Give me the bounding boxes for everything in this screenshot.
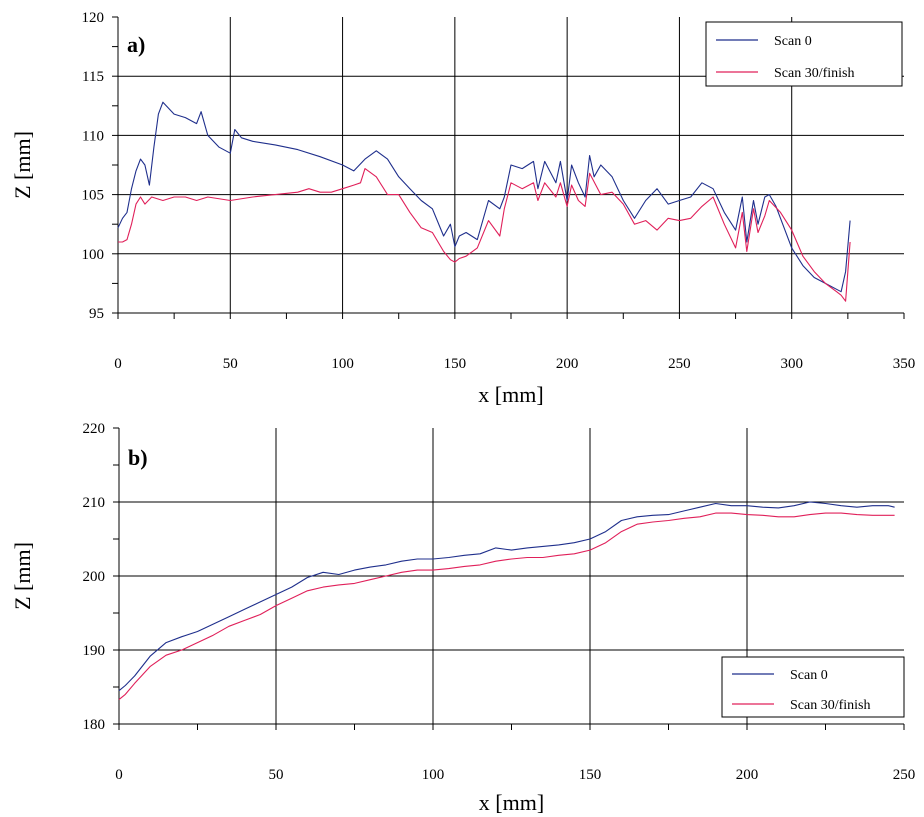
legend-box	[705, 21, 903, 87]
y-tick-label: 200	[83, 569, 106, 585]
legend-box	[721, 656, 905, 718]
x-tick-label: 100	[331, 356, 354, 372]
legend: Scan 0 Scan 30/finish	[721, 656, 905, 718]
y-tick-label: 105	[82, 188, 105, 204]
series-line-scan-30-finish	[118, 168, 851, 302]
x-tick-label: 200	[556, 356, 579, 372]
x-tick-label: 50	[269, 767, 284, 783]
legend-label: Scan 30/finish	[774, 66, 855, 81]
x-tick-label: 250	[668, 356, 691, 372]
y-tick-label: 190	[83, 643, 106, 659]
x-tick-label: 150	[444, 356, 467, 372]
y-tick-label: 180	[83, 717, 106, 733]
series-line-scan-30-finish	[118, 512, 895, 701]
y-tick-label: 115	[82, 69, 104, 85]
legend-label: Scan 30/finish	[790, 698, 871, 713]
panel-letter: a)	[127, 32, 145, 57]
y-axis-label: Z [mm]	[10, 542, 35, 610]
panel-a: 0 50 100 150 200 250 300 350 95 100 105 110 115 120 x …	[10, 10, 915, 407]
x-axis-label: x [mm]	[478, 382, 543, 407]
y-tick-label: 210	[83, 495, 106, 511]
legend: Scan 0 Scan 30/finish	[705, 21, 903, 87]
x-tick-label: 350	[893, 356, 916, 372]
x-tick-label: 0	[114, 356, 122, 372]
x-tick-label: 200	[736, 767, 759, 783]
y-tick-label: 120	[82, 10, 105, 26]
series-line-scan-0	[117, 101, 851, 293]
y-tick-label: 220	[83, 421, 106, 437]
x-tick-label: 100	[422, 767, 445, 783]
series-line-scan-0	[118, 501, 895, 692]
panel-b: 0 50 100 150 200 250 180 190 200 210 220 x [mm] Z [m…	[10, 421, 915, 815]
x-tick-label: 250	[893, 767, 916, 783]
y-axis-label: Z [mm]	[10, 131, 35, 199]
x-tick-label: 300	[780, 356, 803, 372]
y-tick-label: 100	[82, 247, 105, 263]
x-axis-label: x [mm]	[479, 790, 544, 815]
legend-label: Scan 0	[774, 34, 812, 49]
x-tick-label: 150	[579, 767, 602, 783]
x-tick-label: 0	[115, 767, 123, 783]
panel-letter: b)	[128, 445, 148, 470]
x-tick-label: 50	[223, 356, 238, 372]
legend-label: Scan 0	[790, 668, 828, 683]
y-tick-label: 110	[82, 128, 104, 144]
y-tick-label: 95	[89, 306, 104, 322]
